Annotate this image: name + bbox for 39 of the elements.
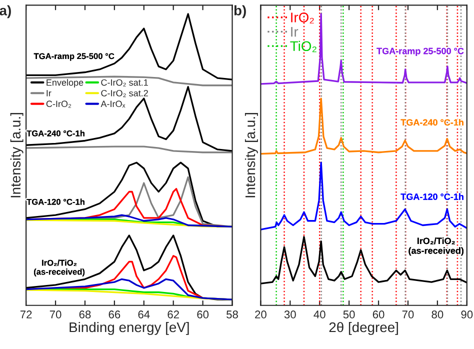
legend-label: A-IrOₓ — [100, 100, 126, 108]
ref-line-label: Ir — [291, 27, 298, 37]
annotation: TGA-240 °C-1h — [26, 130, 84, 136]
ref-line-label: TiO₂ — [290, 40, 316, 52]
x-tick-label: 70 — [402, 310, 414, 318]
legend-label: C-IrO₂ — [46, 100, 72, 108]
legend-label: Envelope — [46, 79, 84, 88]
x-tick-label: 62 — [168, 310, 179, 318]
annotation: TGA-ramp 25-500 °C — [34, 53, 114, 61]
x-tick-label: 68 — [79, 310, 91, 318]
annotation: TGA-ramp 25-500 °C — [376, 48, 464, 56]
x-tick-label: 66 — [108, 310, 120, 318]
x-tick-label: 90 — [461, 310, 473, 318]
legend-label: C-IrO₂ sat.2 — [101, 90, 148, 98]
ref-line-label: IrO₂ — [291, 12, 314, 24]
x-tick-label: 20 — [255, 310, 266, 318]
x-tick-label: 70 — [50, 310, 62, 318]
legend-label: C-IrO₂ sat.1 — [101, 79, 148, 86]
x-tick-label: 50 — [343, 310, 355, 318]
text: b) — [234, 5, 246, 18]
annotation: IrO₂/TiO₂ (as-received) — [34, 260, 85, 276]
x-tick-label: 60 — [197, 310, 209, 318]
legend-label: Ir — [46, 90, 52, 96]
text: a) — [0, 5, 11, 18]
annotation: IrO₂/TiO₂ (as-received) — [408, 237, 464, 256]
annotation: TGA-120 °C-1h — [26, 198, 84, 205]
x-tick-label: 30 — [284, 310, 296, 318]
x-tick-label: 60 — [372, 310, 384, 318]
x-axis-title: 2θ [degree] — [329, 322, 398, 335]
x-tick-label: 72 — [20, 310, 32, 318]
annotation: TGA-120 °C-1h — [400, 193, 464, 200]
annotation: TGA-240 °C-1h — [400, 118, 464, 126]
y-axis-title: Intensity [a.u.] — [244, 113, 258, 198]
x-axis-title: Binding energy [eV] — [70, 322, 189, 335]
y-axis-title: Intensity [a.u.] — [10, 113, 24, 198]
x-tick-label: 80 — [432, 310, 444, 318]
x-tick-label: 64 — [138, 310, 150, 318]
x-tick-label: 58 — [226, 310, 238, 318]
x-tick-label: 40 — [314, 310, 326, 318]
